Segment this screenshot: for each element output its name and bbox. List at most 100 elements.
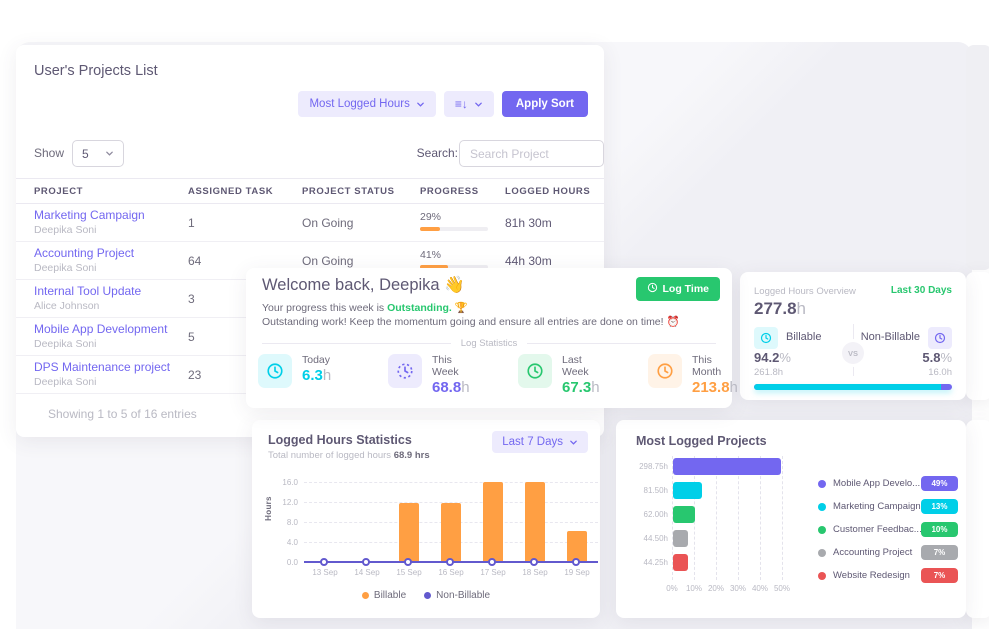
search-label: Search: — [416, 146, 458, 160]
non-billable-point[interactable] — [404, 558, 412, 566]
chevron-down-icon — [105, 149, 114, 158]
billable-label: Billable — [786, 331, 822, 343]
stat-label: This Month — [692, 354, 722, 378]
y-axis-tick: 16.0 — [282, 478, 298, 487]
legend-item[interactable]: Non-Billable — [424, 590, 490, 601]
assigned-task-count: 1 — [188, 216, 195, 230]
non-billable-point[interactable] — [572, 558, 580, 566]
assigned-task-count: 23 — [188, 368, 202, 382]
stat-label: Today — [302, 354, 331, 366]
billable-bar[interactable] — [483, 481, 503, 562]
legend-project-name: Customer Feedbac... — [833, 524, 922, 535]
log-time-button[interactable]: Log Time — [635, 277, 720, 301]
column-header-project: PROJECT — [34, 186, 84, 197]
logged-hours: 81h 30m — [505, 216, 552, 230]
legend-dot — [424, 592, 432, 599]
offscreen-card-peek — [966, 272, 989, 400]
project-link[interactable]: Marketing Campaign — [34, 208, 145, 222]
bar-hours-label: 298.75h — [639, 462, 668, 471]
gridline — [782, 456, 783, 580]
legend-project-name: Accounting Project — [833, 547, 913, 558]
progress-status: Outstanding. — [387, 302, 452, 314]
bar-hours-label: 44.25h — [643, 558, 668, 567]
sort-by-dropdown[interactable]: Most Logged Hours — [298, 91, 436, 117]
project-owner: Alice Johnson — [34, 300, 100, 312]
x-axis-tick: 10% — [685, 584, 702, 593]
stat-value: 213.8h — [692, 379, 738, 396]
column-header-project-status: PROJECT STATUS — [302, 186, 395, 197]
bar-chart-plot: 0.0 4.0 8.0 12.0 16.0 13 Sep 14 Sep 15 Sep 16 Se… — [282, 478, 598, 577]
billable-bar[interactable] — [441, 503, 461, 562]
log-statistics-divider: Log Statistics — [262, 338, 716, 349]
stat-label: Last Week — [562, 354, 589, 378]
chart-title: Logged Hours Statistics — [268, 433, 412, 447]
non-billable-label: Non-Billable — [860, 331, 920, 343]
chevron-down-icon — [569, 438, 578, 447]
legend-dot — [818, 526, 826, 534]
legend-item[interactable]: Customer Feedbac... 10% — [818, 522, 958, 538]
legend-item[interactable]: Billable — [361, 590, 406, 601]
legend-percent-badge: 7% — [921, 568, 958, 583]
gridline — [738, 456, 739, 580]
column-header-progress: PROGRESS — [420, 186, 479, 197]
welcome-title: Welcome back, Deepika 👋 — [262, 276, 465, 294]
project-link[interactable]: Mobile App Development — [34, 322, 168, 336]
logged-hours-statistics-card: Logged Hours Statistics Total number of … — [252, 420, 600, 618]
legend-project-name: Marketing Campaign — [833, 501, 921, 512]
project-bar[interactable] — [673, 458, 781, 475]
billable-bar[interactable] — [567, 531, 587, 562]
legend-percent-badge: 7% — [921, 545, 958, 560]
x-axis-tick: 19 Sep — [564, 568, 590, 577]
project-link[interactable]: DPS Maintenance project — [34, 360, 171, 374]
non-billable-point[interactable] — [446, 558, 454, 566]
y-axis-tick: 4.0 — [286, 538, 298, 547]
apply-sort-button[interactable]: Apply Sort — [501, 91, 588, 117]
gridline — [304, 502, 598, 503]
project-bar[interactable] — [673, 506, 695, 523]
chart-title: Most Logged Projects — [636, 434, 767, 448]
legend-percent-badge: 49% — [921, 476, 958, 491]
billable-bar[interactable] — [525, 482, 545, 562]
non-billable-point[interactable] — [488, 558, 496, 566]
page-size-select[interactable]: 5 — [72, 140, 124, 167]
sort-controls: Most Logged Hours ≡↓ Apply Sort — [298, 91, 588, 117]
chart-subtitle: Total number of logged hours 68.9 hrs — [268, 450, 430, 461]
clock-icon — [647, 282, 658, 296]
x-axis-tick: 50% — [773, 584, 790, 593]
project-bar[interactable] — [673, 482, 702, 499]
legend-item[interactable]: Accounting Project 7% — [818, 545, 958, 561]
non-billable-point[interactable] — [362, 558, 370, 566]
legend-item[interactable]: Mobile App Develo... 49% — [818, 476, 958, 492]
billable-bar[interactable] — [399, 503, 419, 562]
legend-project-name: Mobile App Develo... — [833, 478, 921, 489]
legend-item[interactable]: Marketing Campaign 13% — [818, 499, 958, 515]
project-link[interactable]: Accounting Project — [34, 246, 135, 260]
project-owner: Deepika Soni — [34, 376, 97, 388]
clock-icon — [648, 354, 682, 388]
project-bar[interactable] — [673, 554, 689, 571]
legend-dot — [818, 503, 826, 511]
horizontal-bar-plot — [672, 456, 798, 580]
project-bar[interactable] — [673, 530, 689, 547]
sort-amount-down-icon: ≡↓ — [454, 97, 468, 111]
project-status: On Going — [302, 254, 354, 268]
legend-dot — [361, 592, 369, 599]
search-input[interactable] — [459, 140, 604, 167]
sort-order-dropdown[interactable]: ≡↓ — [443, 91, 494, 117]
period-dropdown[interactable]: Last 7 Days — [492, 431, 588, 453]
assigned-task-count: 5 — [188, 330, 195, 344]
overview-period-link[interactable]: Last 30 Days — [890, 285, 952, 296]
bar-hours-label: 44.50h — [643, 534, 668, 543]
clock-bolt-icon — [258, 354, 292, 388]
non-billable-point[interactable] — [530, 558, 538, 566]
billable-percent: 94.2% — [754, 350, 791, 365]
gridline — [716, 456, 717, 580]
non-billable-point[interactable] — [320, 558, 328, 566]
legend-item[interactable]: Website Redesign 7% — [818, 568, 958, 584]
x-axis-tick: 15 Sep — [396, 568, 422, 577]
table-row: Marketing Campaign Deepika Soni 1 On Goi… — [16, 204, 604, 242]
chevron-down-icon — [474, 100, 483, 109]
welcome-card: Welcome back, Deepika 👋 Log Time Your pr… — [246, 268, 738, 408]
assigned-task-count: 64 — [188, 254, 202, 268]
project-link[interactable]: Internal Tool Update — [34, 284, 142, 298]
